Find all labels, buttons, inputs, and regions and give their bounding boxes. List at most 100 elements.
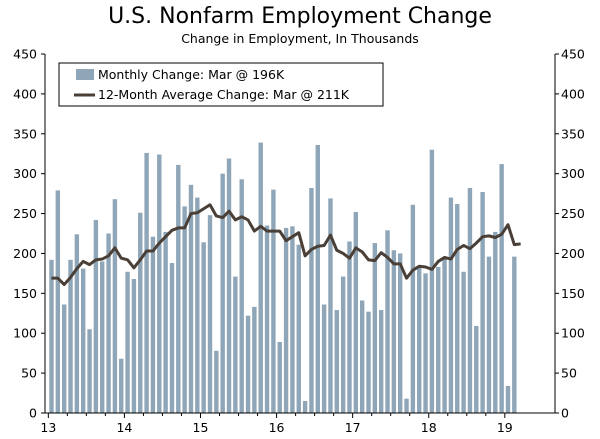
y-tick-label: 350 — [13, 126, 37, 141]
y-tick-label: 300 — [13, 166, 37, 181]
bar — [404, 398, 409, 413]
bar — [417, 267, 422, 413]
bar — [328, 198, 333, 413]
x-tick-label: 15 — [193, 420, 209, 435]
bar — [283, 227, 289, 413]
bar — [436, 267, 441, 413]
x-tick-label: 16 — [269, 420, 285, 435]
legend-bar-swatch — [76, 69, 94, 80]
bar — [353, 211, 359, 413]
bar — [277, 342, 282, 413]
bar — [480, 192, 485, 413]
bar — [68, 259, 73, 413]
bar — [144, 152, 149, 414]
bar — [442, 259, 447, 413]
bar — [315, 144, 320, 413]
bar — [207, 215, 213, 413]
bar — [372, 243, 378, 413]
x-tick-label: 14 — [116, 420, 132, 435]
x-tick-label: 17 — [345, 420, 361, 435]
bar — [398, 253, 403, 413]
bar — [429, 149, 435, 414]
bar — [391, 250, 397, 413]
bar — [163, 231, 168, 413]
y-tick-label: 0 — [561, 406, 569, 421]
bar — [176, 164, 181, 413]
bar — [505, 385, 511, 413]
y-tick-label: 150 — [13, 286, 37, 301]
bar — [220, 173, 225, 413]
bar — [188, 184, 194, 413]
bar — [410, 204, 416, 413]
bar — [81, 268, 86, 413]
bar — [93, 219, 99, 413]
bar — [448, 197, 454, 413]
bar — [239, 179, 244, 413]
bar — [321, 304, 327, 413]
y-tick-label: 150 — [561, 286, 585, 301]
bar — [467, 188, 473, 413]
bar — [258, 142, 263, 414]
bar — [157, 154, 162, 413]
bar — [150, 236, 156, 413]
bar-series — [49, 142, 517, 414]
bar — [74, 234, 80, 413]
y-tick-label: 100 — [561, 326, 585, 341]
bar — [182, 206, 187, 413]
y-tick-label: 400 — [13, 86, 37, 101]
bar — [55, 190, 61, 413]
bar — [245, 315, 251, 413]
bar — [100, 261, 105, 413]
y-tick-label: 200 — [13, 246, 37, 261]
bar — [334, 310, 339, 413]
y-tick-label: 200 — [561, 246, 585, 261]
bar — [474, 326, 479, 413]
bar — [423, 273, 428, 413]
bar — [169, 263, 175, 413]
y-tick-label: 50 — [21, 366, 37, 381]
bar — [271, 189, 276, 413]
y-tick-label: 350 — [561, 126, 585, 141]
legend-line-label: 12-Month Average Change: Mar @ 211K — [98, 87, 350, 102]
y-tick-label: 250 — [13, 206, 37, 221]
bar — [359, 300, 365, 413]
bar — [512, 256, 517, 413]
y-tick-label: 250 — [561, 206, 585, 221]
x-tick-label: 18 — [421, 420, 437, 435]
bar — [138, 212, 143, 413]
bar — [119, 358, 124, 413]
y-tick-label: 450 — [561, 47, 585, 62]
x-tick-label: 13 — [40, 420, 56, 435]
y-tick-label: 450 — [13, 47, 37, 62]
bar — [131, 278, 137, 413]
chart-subtitle: Change in Employment, In Thousands — [181, 31, 419, 46]
bar — [125, 271, 130, 413]
x-axis: 13 14 15 16 17 18 19 — [40, 413, 513, 435]
plot-frame — [44, 54, 556, 414]
y-tick-label: 300 — [561, 166, 585, 181]
bar — [461, 271, 466, 413]
bar — [302, 401, 308, 413]
bar — [493, 231, 498, 413]
left-y-axis: 0 50 100 150 200 250 300 350 400 450 — [13, 47, 45, 421]
bar — [486, 256, 492, 413]
bar — [226, 158, 232, 413]
bar — [201, 242, 206, 413]
line-series — [51, 203, 521, 287]
bar — [87, 329, 92, 413]
bar — [385, 230, 390, 413]
bar — [378, 310, 384, 413]
bar — [366, 311, 371, 413]
bar — [340, 276, 346, 413]
legend-bar-label: Monthly Change: Mar @ 196K — [98, 67, 285, 82]
bar — [455, 203, 460, 413]
legend: Monthly Change: Mar @ 196K 12-Month Aver… — [58, 62, 384, 107]
y-tick-label: 100 — [13, 326, 37, 341]
bar — [499, 164, 504, 413]
bar — [309, 188, 314, 413]
bar — [290, 226, 295, 413]
bar — [61, 304, 67, 413]
bar — [252, 306, 257, 413]
legend-box — [58, 62, 384, 107]
